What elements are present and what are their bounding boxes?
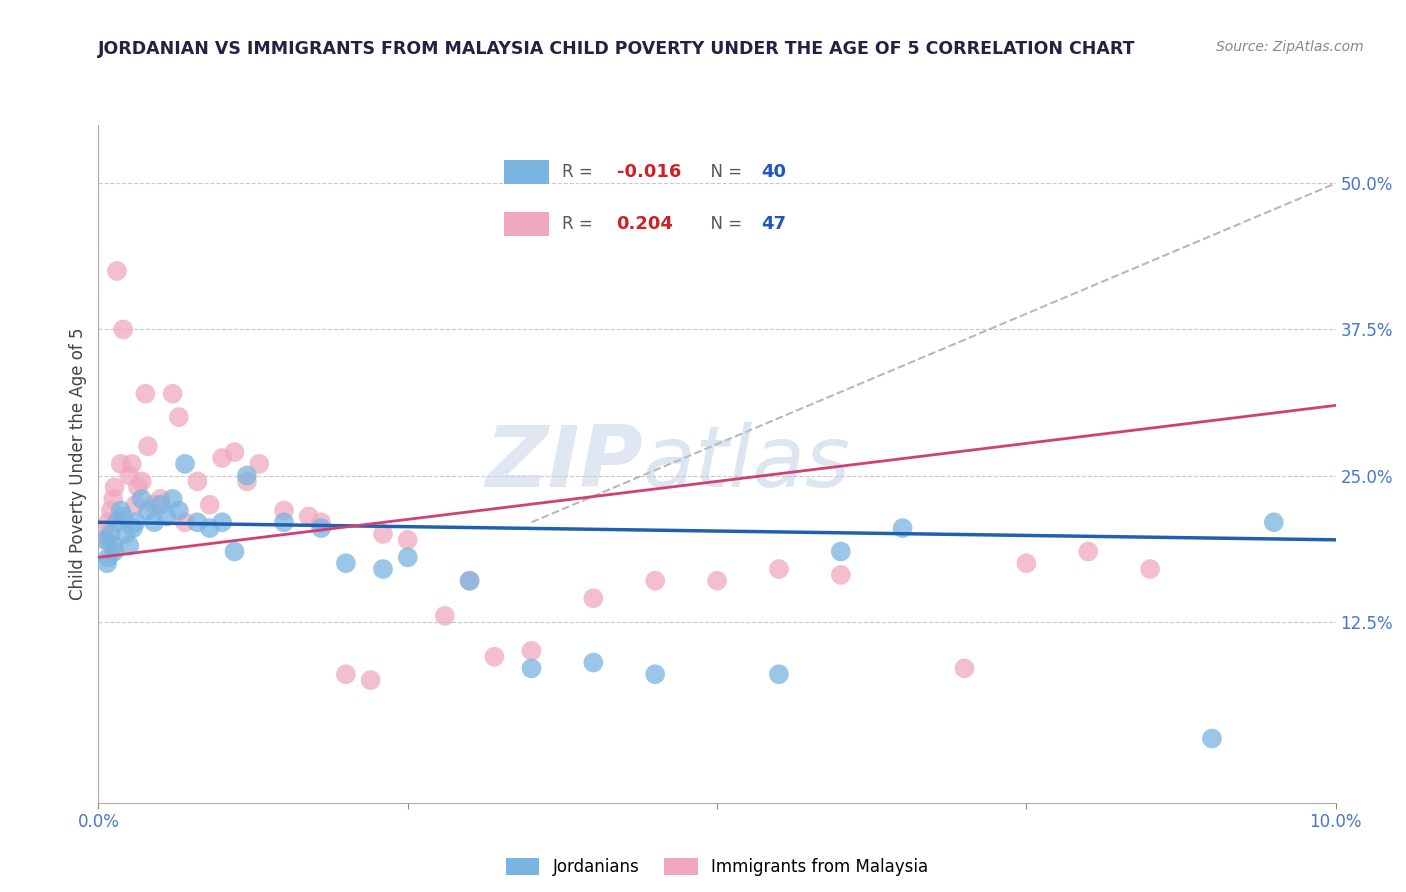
Text: JORDANIAN VS IMMIGRANTS FROM MALAYSIA CHILD POVERTY UNDER THE AGE OF 5 CORRELATI: JORDANIAN VS IMMIGRANTS FROM MALAYSIA CH… — [98, 40, 1136, 58]
Point — [118, 539, 141, 553]
Point — [112, 509, 135, 524]
Point — [167, 503, 190, 517]
Point — [100, 527, 122, 541]
Point — [110, 503, 132, 517]
Point — [335, 667, 357, 681]
Point — [309, 516, 332, 530]
Text: Source: ZipAtlas.com: Source: ZipAtlas.com — [1216, 40, 1364, 54]
Point — [127, 480, 149, 494]
Point — [891, 521, 914, 535]
Point — [96, 556, 118, 570]
Point — [211, 450, 233, 465]
Point — [93, 533, 115, 547]
Point — [1015, 556, 1038, 570]
Point — [103, 491, 125, 506]
Point — [96, 533, 118, 547]
Point — [768, 562, 790, 576]
Point — [1201, 731, 1223, 746]
Point — [97, 550, 120, 565]
Point — [131, 491, 153, 506]
Point — [174, 457, 197, 471]
Point — [1139, 562, 1161, 576]
Point — [100, 503, 122, 517]
Point — [768, 667, 790, 681]
Point — [143, 498, 166, 512]
Point — [458, 574, 481, 588]
Text: ZIP: ZIP — [485, 422, 643, 506]
Point — [360, 673, 382, 687]
Point — [396, 550, 419, 565]
Point — [103, 539, 125, 553]
Point — [105, 264, 128, 278]
Point — [198, 521, 221, 535]
Point — [124, 498, 146, 512]
Point — [155, 509, 177, 524]
Point — [174, 516, 197, 530]
Point — [143, 516, 166, 530]
Point — [103, 544, 125, 558]
Point — [167, 410, 190, 425]
Point — [136, 439, 159, 453]
Legend: Jordanians, Immigrants from Malaysia: Jordanians, Immigrants from Malaysia — [499, 851, 935, 882]
Point — [162, 386, 184, 401]
Point — [371, 527, 394, 541]
Point — [582, 656, 605, 670]
Point — [93, 527, 115, 541]
Point — [118, 468, 141, 483]
Point — [644, 667, 666, 681]
Point — [131, 475, 153, 489]
Point — [582, 591, 605, 606]
Point — [236, 475, 259, 489]
Point — [97, 516, 120, 530]
Point — [124, 516, 146, 530]
Point — [520, 661, 543, 675]
Point — [1263, 516, 1285, 530]
Point — [273, 503, 295, 517]
Point — [162, 491, 184, 506]
Text: atlas: atlas — [643, 422, 851, 506]
Point — [830, 567, 852, 582]
Point — [953, 661, 976, 675]
Point — [706, 574, 728, 588]
Point — [105, 516, 128, 530]
Point — [149, 498, 172, 512]
Point — [644, 574, 666, 588]
Point — [149, 491, 172, 506]
Point — [247, 457, 270, 471]
Point — [110, 457, 132, 471]
Point — [433, 608, 456, 623]
Point — [484, 649, 506, 664]
Point — [121, 457, 143, 471]
Point — [114, 527, 136, 541]
Point — [458, 574, 481, 588]
Point — [122, 521, 145, 535]
Point — [224, 445, 246, 459]
Point — [309, 521, 332, 535]
Y-axis label: Child Poverty Under the Age of 5: Child Poverty Under the Age of 5 — [69, 327, 87, 600]
Point — [830, 544, 852, 558]
Point — [1077, 544, 1099, 558]
Point — [396, 533, 419, 547]
Point — [186, 475, 208, 489]
Point — [136, 503, 159, 517]
Point — [103, 480, 125, 494]
Point — [224, 544, 246, 558]
Point — [198, 498, 221, 512]
Point — [371, 562, 394, 576]
Point — [236, 468, 259, 483]
Point — [134, 386, 156, 401]
Point — [112, 322, 135, 336]
Point — [273, 516, 295, 530]
Point — [211, 516, 233, 530]
Point — [335, 556, 357, 570]
Point — [186, 516, 208, 530]
Point — [298, 509, 321, 524]
Point — [520, 644, 543, 658]
